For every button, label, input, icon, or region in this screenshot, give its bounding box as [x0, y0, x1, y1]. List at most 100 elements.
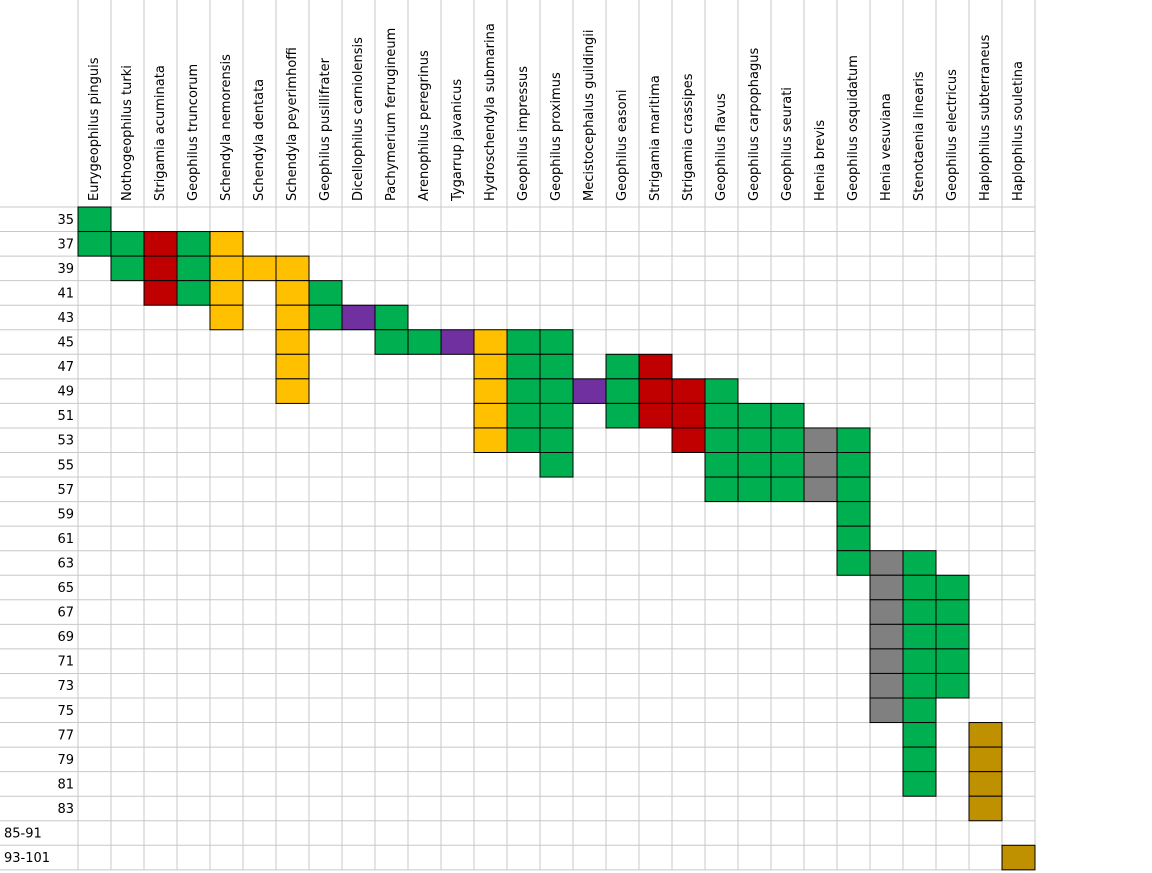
filled-cell [539, 427, 574, 454]
column-header: Strigamia crassipes [681, 73, 696, 201]
column-header: Henia brevis [813, 120, 828, 201]
filled-cell [869, 550, 904, 576]
filled-cell [506, 329, 541, 355]
filled-cell [671, 427, 706, 454]
filled-cell [770, 402, 805, 429]
filled-cell [407, 329, 442, 355]
row-label: 35 [57, 213, 74, 228]
column-header: Arenophilus peregrinus [417, 50, 432, 201]
column-header: Haplophilus subterraneus [978, 34, 993, 201]
filled-cell [308, 304, 343, 331]
row-label: 69 [57, 630, 74, 645]
row-label: 39 [57, 262, 74, 277]
filled-cell [770, 427, 805, 454]
filled-cell [968, 722, 1003, 748]
filled-cell [671, 378, 706, 404]
filled-cell [1001, 844, 1036, 871]
row-label: 85-91 [4, 827, 42, 842]
column-header: Strigamia acuminata [153, 65, 168, 201]
row-label: 43 [57, 311, 74, 326]
filled-cell [506, 378, 541, 404]
filled-cell [671, 402, 706, 429]
filled-cell [902, 623, 937, 650]
filled-cell [935, 574, 970, 601]
column-header: Geophilus flavus [714, 93, 729, 201]
filled-cell [902, 599, 937, 625]
filled-cell [473, 427, 508, 454]
row-label: 81 [57, 777, 74, 792]
filled-cell [902, 746, 937, 773]
row-label: 77 [57, 728, 74, 743]
filled-cell [803, 452, 838, 478]
column-header: Geophilus easoni [615, 90, 630, 201]
filled-cell [605, 402, 640, 429]
filled-cell [737, 402, 772, 429]
row-label: 93-101 [4, 851, 50, 866]
column-header: Mecistocephalus guildingii [582, 30, 597, 201]
filled-cell [77, 231, 112, 257]
column-header: Haplophilus souletina [1011, 61, 1026, 201]
filled-cell [836, 476, 871, 503]
filled-cell [803, 427, 838, 454]
filled-cell [869, 623, 904, 650]
filled-cell [77, 206, 112, 233]
filled-cell [374, 304, 409, 331]
filled-cell [902, 648, 937, 674]
filled-cell [473, 329, 508, 355]
filled-cell [506, 353, 541, 380]
row-label: 65 [57, 581, 74, 596]
filled-cell [704, 427, 739, 454]
filled-cell [836, 501, 871, 527]
filled-cell [506, 402, 541, 429]
row-label: 59 [57, 507, 74, 522]
filled-cell [539, 353, 574, 380]
filled-cell [935, 599, 970, 625]
filled-cell [902, 550, 937, 576]
filled-cell [176, 280, 211, 306]
filled-cell [737, 476, 772, 503]
filled-cell [638, 353, 673, 380]
filled-cell [539, 378, 574, 404]
filled-cell [110, 231, 145, 257]
column-header: Schendyla dentata [252, 79, 267, 201]
column-header: Pachymerium ferrugineum [384, 28, 399, 201]
column-header: Strigamia maritima [648, 75, 663, 201]
column-header: Nothogeophilus turki [120, 65, 135, 201]
filled-cell [704, 452, 739, 478]
filled-cell [341, 304, 376, 331]
filled-cell [902, 697, 937, 724]
filled-cell [869, 574, 904, 601]
filled-cell [440, 329, 475, 355]
column-header: Geophilus impressus [516, 66, 531, 201]
row-label: 51 [57, 409, 74, 424]
filled-cell [176, 231, 211, 257]
filled-cell [275, 304, 310, 331]
column-header: Geophilus electricus [945, 69, 960, 201]
row-label: 75 [57, 704, 74, 719]
filled-cell [143, 280, 178, 306]
row-label: 53 [57, 434, 74, 449]
filled-cell [638, 378, 673, 404]
filled-cell [275, 280, 310, 306]
filled-cell [110, 255, 145, 282]
filled-cell [209, 280, 244, 306]
filled-cell [770, 476, 805, 503]
filled-cell [242, 255, 277, 282]
filled-cell [869, 697, 904, 724]
filled-cell [869, 648, 904, 674]
filled-cell [836, 452, 871, 478]
row-label: 61 [57, 532, 74, 547]
filled-cell [770, 452, 805, 478]
filled-cell [737, 452, 772, 478]
column-header: Tygarrup javanicus [450, 79, 465, 202]
row-label: 71 [57, 655, 74, 670]
filled-cell [968, 746, 1003, 773]
filled-cell [704, 476, 739, 503]
row-label: 41 [57, 286, 74, 301]
row-label: 55 [57, 458, 74, 473]
filled-cell [209, 255, 244, 282]
column-header: Dicellophilus carniolensis [351, 37, 366, 201]
filled-cell [902, 574, 937, 601]
row-label: 79 [57, 753, 74, 768]
